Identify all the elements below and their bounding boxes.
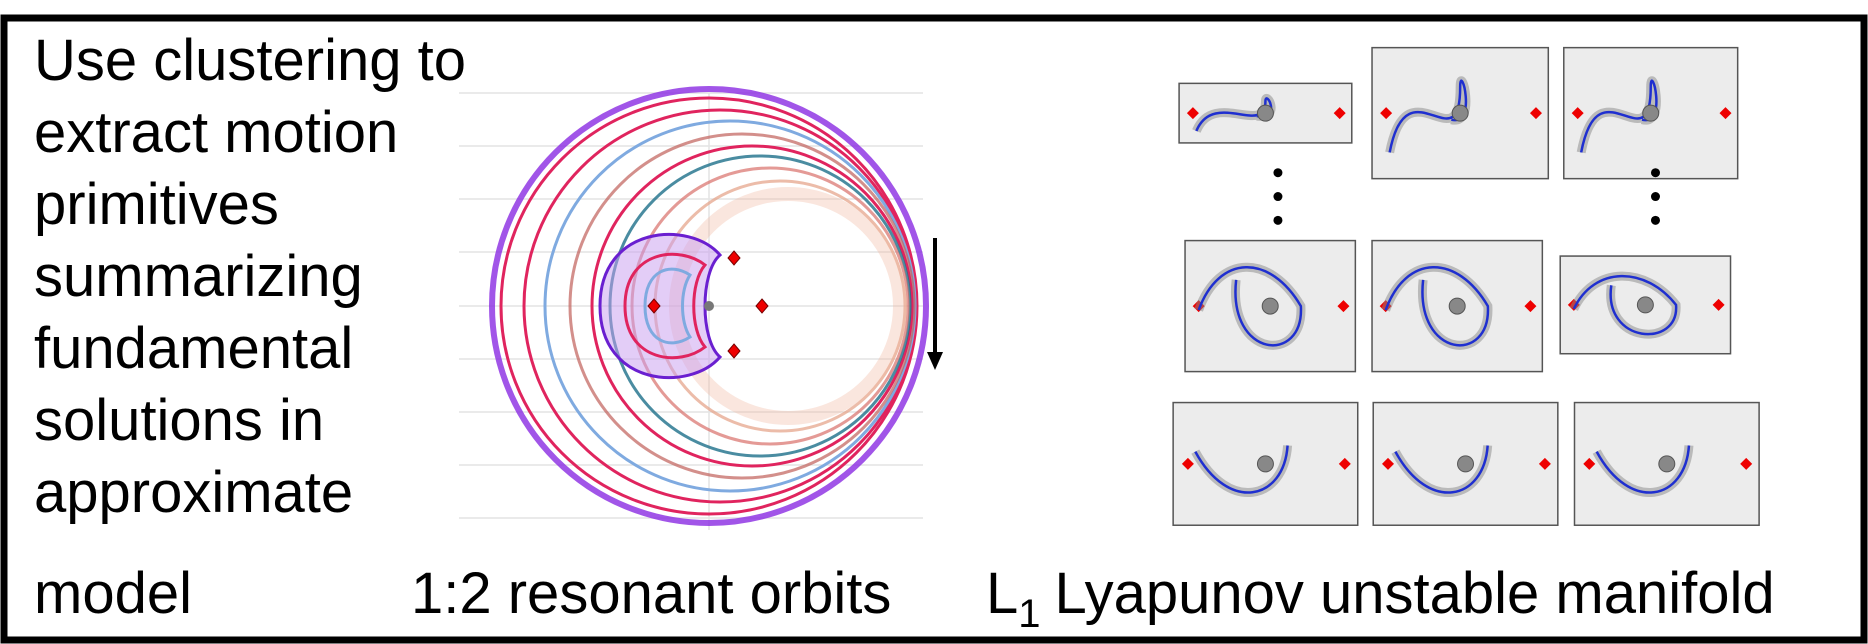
caption-prefix: L: [986, 561, 1018, 626]
panel: [1373, 403, 1558, 526]
panel: [1575, 403, 1760, 526]
primary: [1449, 298, 1465, 314]
primary: [1659, 456, 1675, 472]
text-line: approximate: [34, 460, 353, 525]
text-line: solutions in: [34, 388, 324, 453]
text-line: fundamental: [34, 316, 353, 381]
primary: [1257, 456, 1273, 472]
slide: Use clustering to extract motion primitive…: [0, 0, 1868, 644]
text-line: extract motion: [34, 100, 398, 165]
body: [704, 301, 714, 311]
panel: [1185, 241, 1355, 372]
panel: [1179, 83, 1352, 143]
text-line: primitives: [34, 172, 279, 237]
manifold-figure: [1173, 48, 1759, 526]
panel: [1372, 48, 1548, 179]
panel: [1564, 48, 1738, 179]
orbit-caption: 1:2 resonant orbits: [411, 561, 891, 626]
panel: [1372, 241, 1542, 372]
primary: [1637, 297, 1653, 313]
caption-rest: Lyapunov unstable manifold: [1055, 561, 1775, 626]
ellipsis-dot: [1273, 168, 1282, 177]
manifold-caption: L1 Lyapunov unstable manifold: [986, 561, 1775, 636]
text-line: Use clustering to: [34, 28, 466, 93]
ellipsis-dot: [1651, 192, 1660, 201]
text-line: model: [34, 561, 192, 626]
primary: [1458, 456, 1474, 472]
caption-subscript: 1: [1018, 592, 1040, 636]
ellipsis-dot: [1651, 168, 1660, 177]
panel: [1560, 256, 1730, 354]
ellipsis-dot: [1651, 216, 1660, 225]
primary: [1452, 105, 1468, 121]
primary: [1262, 298, 1278, 314]
primary: [1643, 105, 1659, 121]
text-line: summarizing: [34, 244, 363, 309]
ellipsis-dot: [1273, 192, 1282, 201]
primary: [1257, 105, 1273, 121]
panel: [1173, 403, 1358, 526]
ellipsis-dot: [1273, 216, 1282, 225]
